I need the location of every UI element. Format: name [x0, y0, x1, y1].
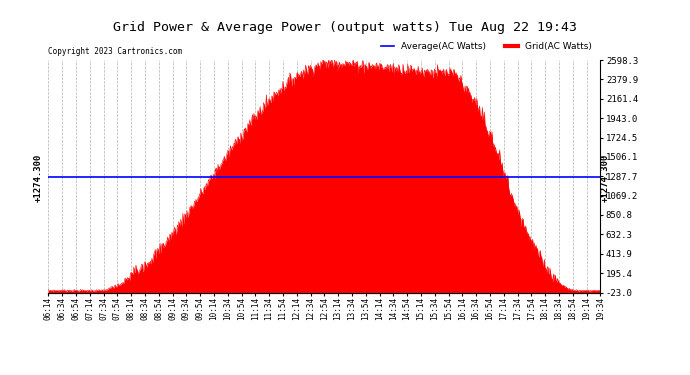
Text: Grid Power & Average Power (output watts) Tue Aug 22 19:43: Grid Power & Average Power (output watts… — [113, 21, 577, 34]
Text: Copyright 2023 Cartronics.com: Copyright 2023 Cartronics.com — [48, 47, 182, 56]
Legend: Average(AC Watts), Grid(AC Watts): Average(AC Watts), Grid(AC Watts) — [377, 38, 595, 54]
Text: +1274.300: +1274.300 — [34, 153, 43, 202]
Text: +1274.300: +1274.300 — [600, 153, 609, 202]
